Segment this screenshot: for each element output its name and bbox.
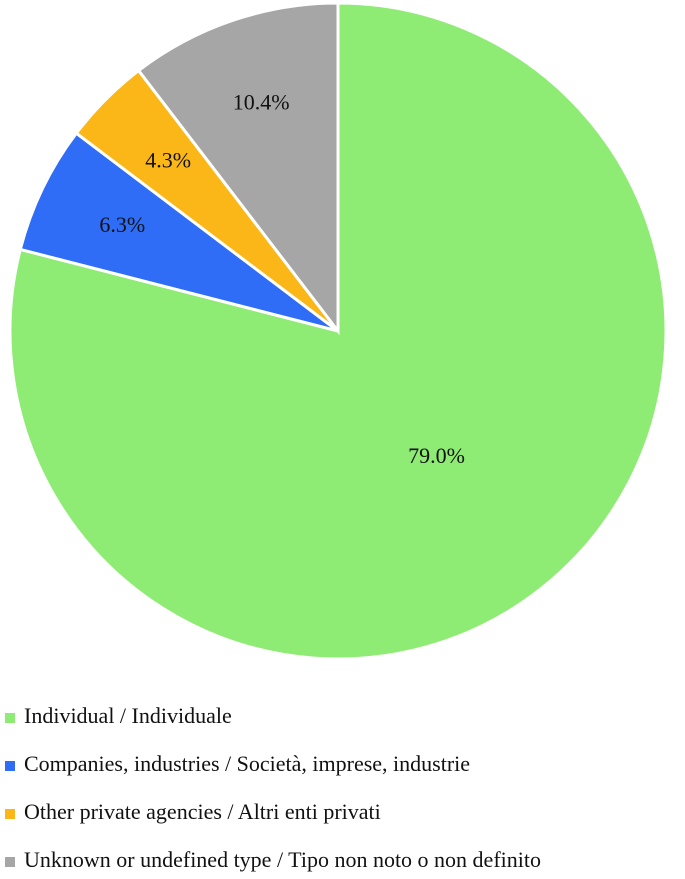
data-label: 4.3% xyxy=(145,147,191,172)
legend-swatch xyxy=(5,809,15,819)
legend-swatch xyxy=(5,761,15,771)
data-label: 79.0% xyxy=(408,443,465,468)
legend-swatch xyxy=(5,857,15,867)
data-label: 10.4% xyxy=(233,89,290,114)
data-label: 6.3% xyxy=(99,212,145,237)
legend-label: Other private agencies / Altri enti priv… xyxy=(24,799,381,824)
legend-label: Individual / Individuale xyxy=(24,703,232,728)
legend-label: Companies, industries / Società, imprese… xyxy=(24,751,470,776)
pie-slice xyxy=(18,131,339,333)
pie-slice xyxy=(136,1,340,336)
legend-swatch xyxy=(5,713,15,723)
legend-label: Unknown or undefined type / Tipo non not… xyxy=(24,847,541,872)
